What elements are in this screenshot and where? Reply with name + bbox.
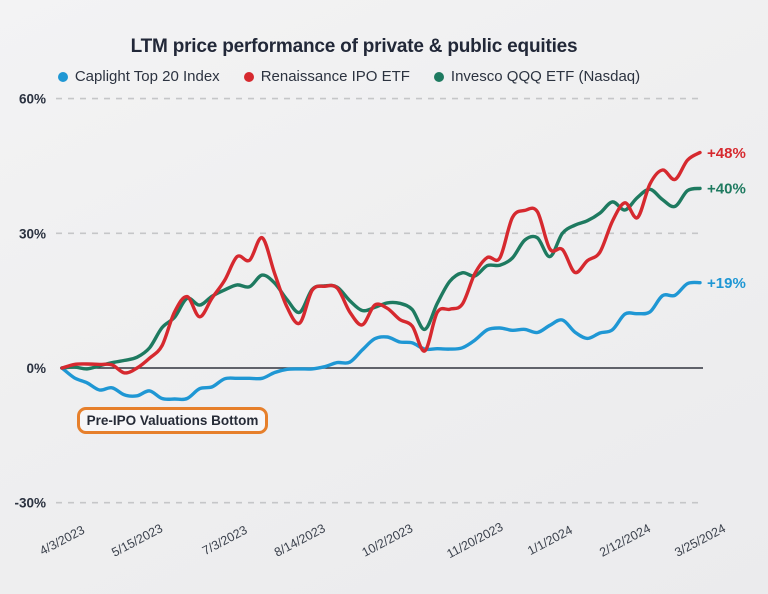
x-tick-label: 7/3/2023 xyxy=(200,523,250,558)
series-end-label: +40% xyxy=(707,181,746,198)
legend-dot-icon xyxy=(243,71,254,82)
legend-item-label: Renaissance IPO ETF xyxy=(260,68,410,85)
x-tick-label: 2/12/2024 xyxy=(597,521,653,559)
y-tick-label: 30% xyxy=(19,226,46,241)
legend-item-caplight: Caplight Top 20 Index xyxy=(57,68,220,85)
legend-dot-icon xyxy=(433,71,444,82)
legend: Caplight Top 20 Index Renaissance IPO ET… xyxy=(0,68,698,85)
x-tick-label: 10/2/2023 xyxy=(360,521,416,559)
x-tick-label: 11/20/2023 xyxy=(444,520,505,561)
y-tick-label: 0% xyxy=(26,361,46,376)
legend-item-renaissance: Renaissance IPO ETF xyxy=(243,68,410,85)
series-line-invesco-qqq-etf-nasdaq- xyxy=(60,186,702,371)
annotation-text: Pre-IPO Valuations Bottom xyxy=(86,413,259,428)
x-tick-label: 3/25/2024 xyxy=(672,521,728,559)
x-tick-label: 1/1/2024 xyxy=(525,523,575,558)
series-line-renaissance-ipo-etf xyxy=(60,150,702,375)
legend-item-label: Caplight Top 20 Index xyxy=(74,68,220,85)
x-tick-label: 8/14/2023 xyxy=(272,521,328,559)
series-end-label: +19% xyxy=(707,275,746,292)
x-tick-label: 5/15/2023 xyxy=(109,521,165,559)
legend-item-invesco: Invesco QQQ ETF (Nasdaq) xyxy=(433,68,641,85)
legend-item-label: Invesco QQQ ETF (Nasdaq) xyxy=(450,68,641,85)
chart-title: LTM price performance of private & publi… xyxy=(130,36,578,57)
y-tick-label: -30% xyxy=(14,496,46,511)
legend-dot-icon xyxy=(57,71,68,82)
series-line-caplight-top-20-index xyxy=(60,280,702,402)
annotation-callout: Pre-IPO Valuations Bottom xyxy=(77,407,268,434)
y-tick-label: 60% xyxy=(19,92,46,107)
x-tick-label: 4/3/2023 xyxy=(37,523,87,558)
series-end-label: +48% xyxy=(707,145,746,162)
